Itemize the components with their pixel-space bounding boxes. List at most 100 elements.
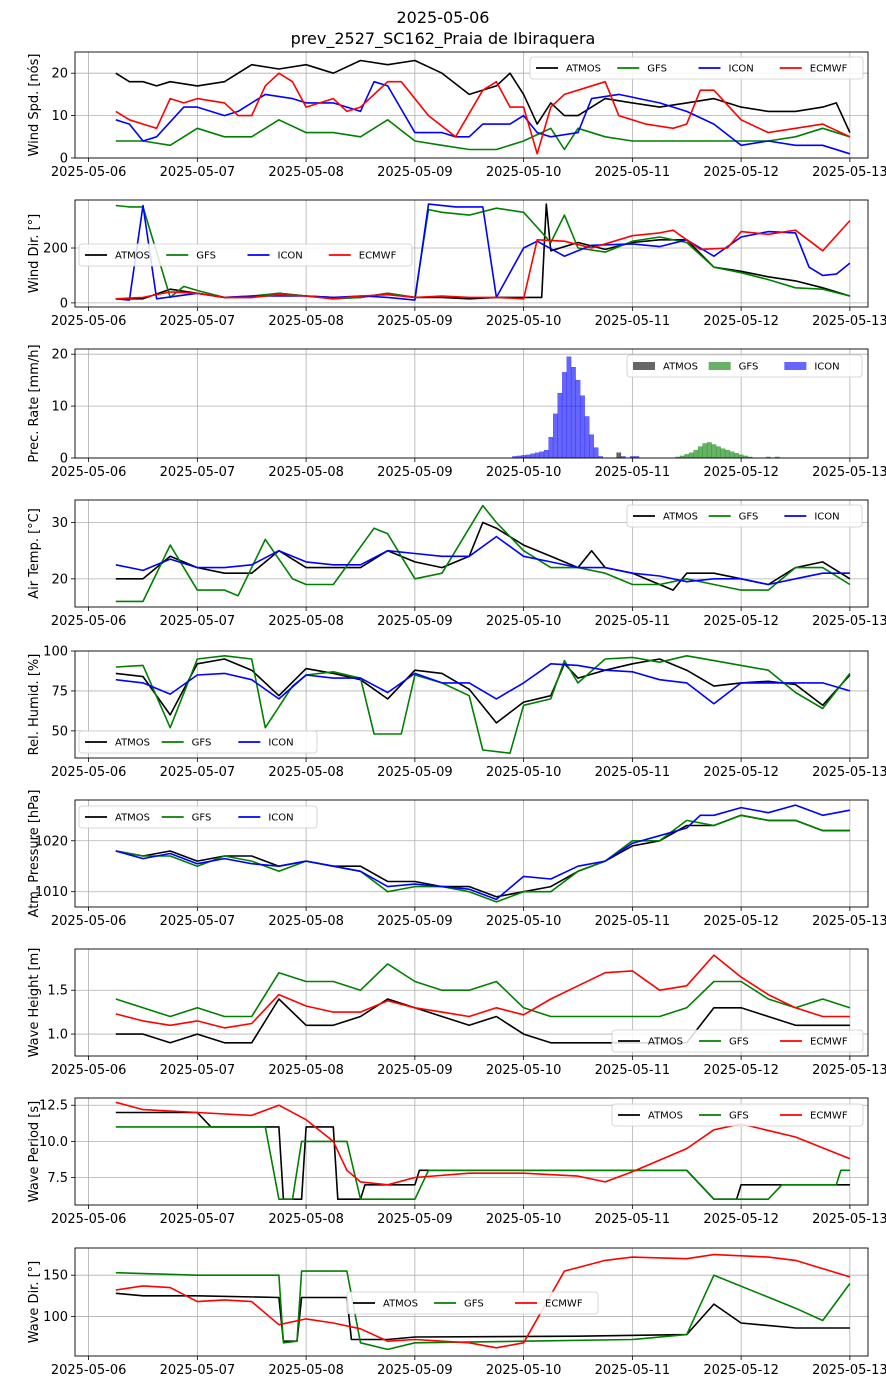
legend-box	[78, 243, 413, 267]
x-tick-label: 2025-05-10	[486, 1212, 562, 1227]
x-tick-label: 2025-05-11	[595, 1363, 671, 1378]
series-line-atmos	[115, 521, 851, 591]
precip-bar-gfs	[693, 450, 699, 458]
series-line-atmos	[115, 998, 850, 1044]
y-tick-label: 100	[43, 645, 68, 660]
precip-bar-icon	[580, 395, 585, 458]
precip-bar-gfs	[738, 454, 744, 458]
series-line-icon	[115, 663, 851, 705]
precip-bar-atmos	[616, 452, 622, 458]
precip-bar-icon	[621, 456, 626, 458]
y-tick-label: 10	[51, 109, 68, 124]
x-tick-label: 2025-05-11	[595, 1063, 671, 1078]
legend-box	[611, 1029, 864, 1053]
axes-frame	[74, 1097, 869, 1206]
series-line-gfs	[115, 814, 850, 903]
x-tick-label: 2025-05-12	[703, 914, 779, 929]
x-tick-label: 2025-05-10	[486, 1363, 562, 1378]
legend-box	[626, 504, 863, 528]
legend-label-icon: ICON	[814, 362, 839, 373]
y-tick-label: 200	[43, 242, 68, 257]
series-line-icon	[115, 804, 851, 901]
precip-bar-gfs	[698, 446, 703, 458]
legend-swatch-gfs	[708, 362, 731, 370]
legend-label-gfs: GFS	[739, 512, 759, 523]
x-tick-label: 2025-05-09	[377, 1063, 453, 1078]
x-tick-label: 2025-05-10	[486, 914, 562, 929]
legend-box	[529, 56, 864, 80]
x-tick-label: 2025-05-06	[51, 614, 127, 629]
chart-panel-8: 2025-05-06 2025-05-07 2025-05-08 2025-05-09…	[27, 1097, 886, 1227]
x-tick-label: 2025-05-13	[812, 314, 886, 329]
legend-label-gfs: GFS	[647, 64, 667, 75]
axes-frame	[74, 499, 869, 608]
y-tick-label: 1.0	[47, 1028, 68, 1043]
legend-box	[78, 730, 318, 754]
series-line-atmos	[115, 658, 851, 724]
x-tick-label: 2025-05-13	[812, 614, 886, 629]
legend-label-atmos: ATMOS	[648, 1037, 683, 1048]
y-axis-label: Air Temp. [°C]	[27, 508, 42, 599]
precip-bar-icon	[530, 453, 535, 458]
series-line-ecmwf	[115, 1101, 851, 1186]
y-axis-label: Wind Dir. [°]	[27, 214, 42, 294]
legend-label-atmos: ATMOS	[383, 1299, 418, 1310]
x-tick-label: 2025-05-06	[51, 314, 127, 329]
precip-bar-icon	[534, 452, 540, 458]
x-tick-label: 2025-05-09	[377, 165, 453, 180]
x-tick-label: 2025-05-07	[160, 1063, 236, 1078]
y-tick-label: 30	[51, 516, 68, 531]
chart-panel-6: 2025-05-06 2025-05-07 2025-05-08 2025-05-09…	[27, 790, 886, 929]
y-tick-label: 100	[43, 1310, 68, 1325]
y-tick-label: 0	[60, 452, 68, 467]
precip-bar-icon	[634, 456, 640, 458]
y-axis-label: Prec. Rate [mm/h]	[27, 344, 42, 462]
x-tick-label: 2025-05-12	[703, 465, 779, 480]
plot-area	[115, 59, 851, 155]
x-tick-label: 2025-05-09	[377, 465, 453, 480]
precip-bar-gfs	[711, 444, 717, 458]
legend: ATMOS GFS ICON	[78, 805, 318, 829]
x-tick-label: 2025-05-09	[377, 1363, 453, 1378]
legend-swatch-atmos	[633, 362, 655, 370]
precip-bar-gfs	[725, 450, 730, 458]
x-tick-label: 2025-05-07	[160, 614, 236, 629]
x-tick-label: 2025-05-06	[51, 1063, 127, 1078]
y-tick-label: 20	[51, 348, 68, 363]
legend-label-gfs: GFS	[729, 1111, 749, 1122]
precip-bar-icon	[630, 456, 635, 458]
axes-frame	[74, 650, 869, 759]
legend: ATMOS GFS ICON ECMWF	[529, 56, 864, 80]
legend-box	[78, 805, 318, 829]
precip-bar-icon	[589, 434, 594, 458]
series-line-ecmwf	[115, 72, 851, 155]
x-tick-label: 2025-05-07	[160, 765, 236, 780]
legend: ATMOS GFS ICON	[626, 504, 863, 528]
y-axis-label: Wave Height [m]	[27, 948, 42, 1058]
legend-label-gfs: GFS	[464, 1299, 484, 1310]
precip-bar-icon	[557, 392, 563, 458]
x-tick-label: 2025-05-06	[51, 165, 127, 180]
series-line-gfs	[115, 1270, 851, 1351]
x-tick-label: 2025-05-13	[812, 914, 886, 929]
series-line-gfs	[115, 119, 851, 151]
legend-label-atmos: ATMOS	[648, 1111, 683, 1122]
x-tick-label: 2025-05-08	[268, 465, 344, 480]
x-tick-label: 2025-05-06	[51, 465, 127, 480]
x-tick-label: 2025-05-13	[812, 1212, 886, 1227]
figure-title: 2025-05-06	[396, 8, 490, 27]
series-line-icon	[115, 535, 850, 586]
chart-panel-2: 2025-05-06 2025-05-07 2025-05-08 2025-05-09…	[27, 199, 886, 329]
precip-bar-icon	[525, 454, 531, 458]
y-tick-label: 7.5	[47, 1171, 68, 1186]
legend-label-gfs: GFS	[192, 813, 212, 824]
legend-label-atmos: ATMOS	[115, 738, 150, 749]
precip-bar-icon	[562, 372, 567, 458]
y-tick-label: 20	[51, 67, 68, 82]
x-tick-label: 2025-05-12	[703, 1212, 779, 1227]
y-tick-label: 0	[60, 152, 68, 167]
axes-frame	[74, 199, 869, 308]
legend-label-gfs: GFS	[739, 362, 759, 373]
x-tick-label: 2025-05-13	[812, 465, 886, 480]
y-axis-label: Atm. Pressure [hPa]	[27, 790, 42, 918]
